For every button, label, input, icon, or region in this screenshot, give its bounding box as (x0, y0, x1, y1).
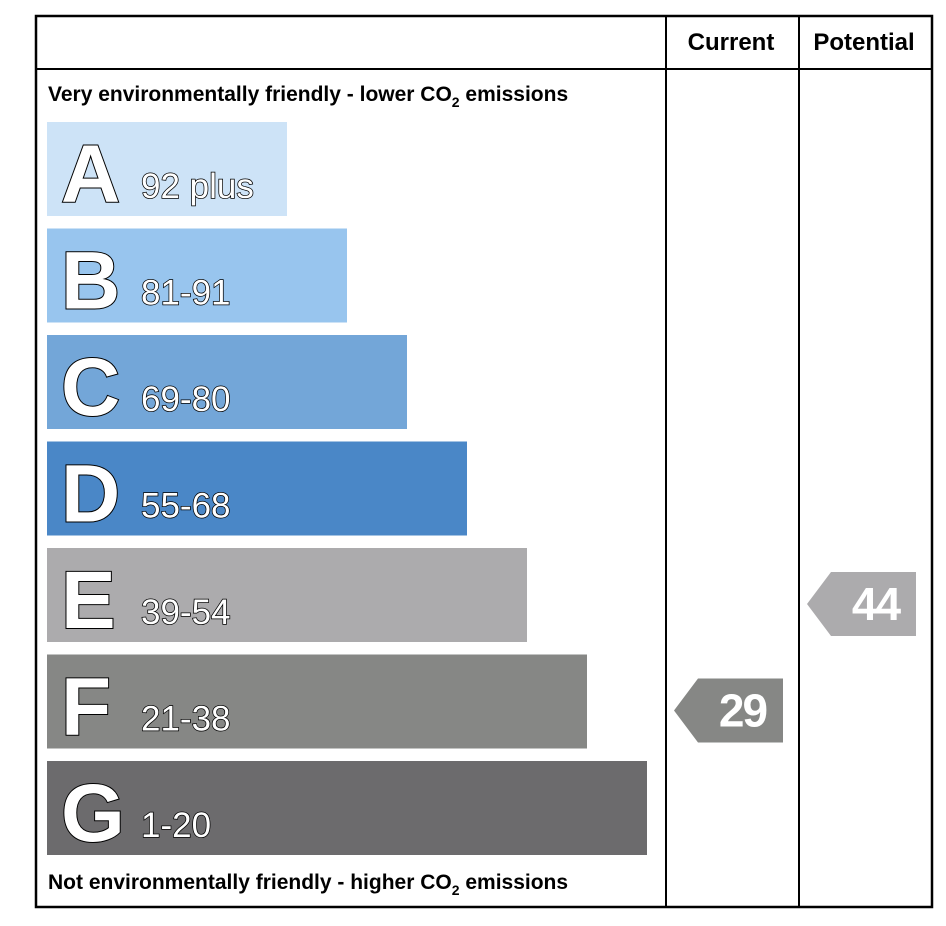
rating-indicators: 29 44 (674, 572, 916, 743)
bottom-caption: Not environmentally friendly - higher CO… (48, 871, 568, 898)
band-e-range: 39-54 (141, 593, 231, 632)
band-c-letter: C (61, 342, 120, 433)
current-rating-value: 29 (719, 685, 767, 737)
band-d-bar (47, 441, 467, 536)
band-b-bar (47, 228, 347, 323)
band-a-range: 92 plus (141, 167, 254, 206)
band-a-bar (47, 122, 287, 216)
potential-rating-value: 44 (852, 578, 902, 630)
rating-bands: A 92 plus B 81-91 C 69-80 D 55-68 E 39-54 F 21-38 G 1… (47, 122, 647, 860)
chart-frame (34, 14, 934, 909)
band-b-range: 81-91 (141, 274, 231, 313)
band-f-range: 21-38 (141, 700, 231, 739)
band-d-letter: D (61, 449, 120, 540)
band-c-range: 69-80 (141, 380, 231, 419)
band-g-range: 1-20 (141, 806, 211, 845)
top-caption: Very environmentally friendly - lower CO… (48, 83, 568, 110)
band-g-letter: G (61, 768, 125, 859)
band-f-bar (47, 654, 587, 749)
band-e-letter: E (61, 555, 116, 646)
band-a-letter: A (61, 129, 120, 220)
current-rating-arrow (674, 678, 783, 743)
band-d-range: 55-68 (141, 487, 231, 526)
current-column-header: Current (688, 29, 775, 56)
potential-column-header: Potential (813, 29, 914, 56)
band-c-bar (47, 335, 407, 429)
band-f-letter: F (61, 662, 111, 753)
band-e-bar (47, 548, 527, 642)
band-b-letter: B (61, 236, 120, 327)
band-g-bar (47, 761, 647, 855)
potential-rating-arrow (807, 572, 916, 636)
